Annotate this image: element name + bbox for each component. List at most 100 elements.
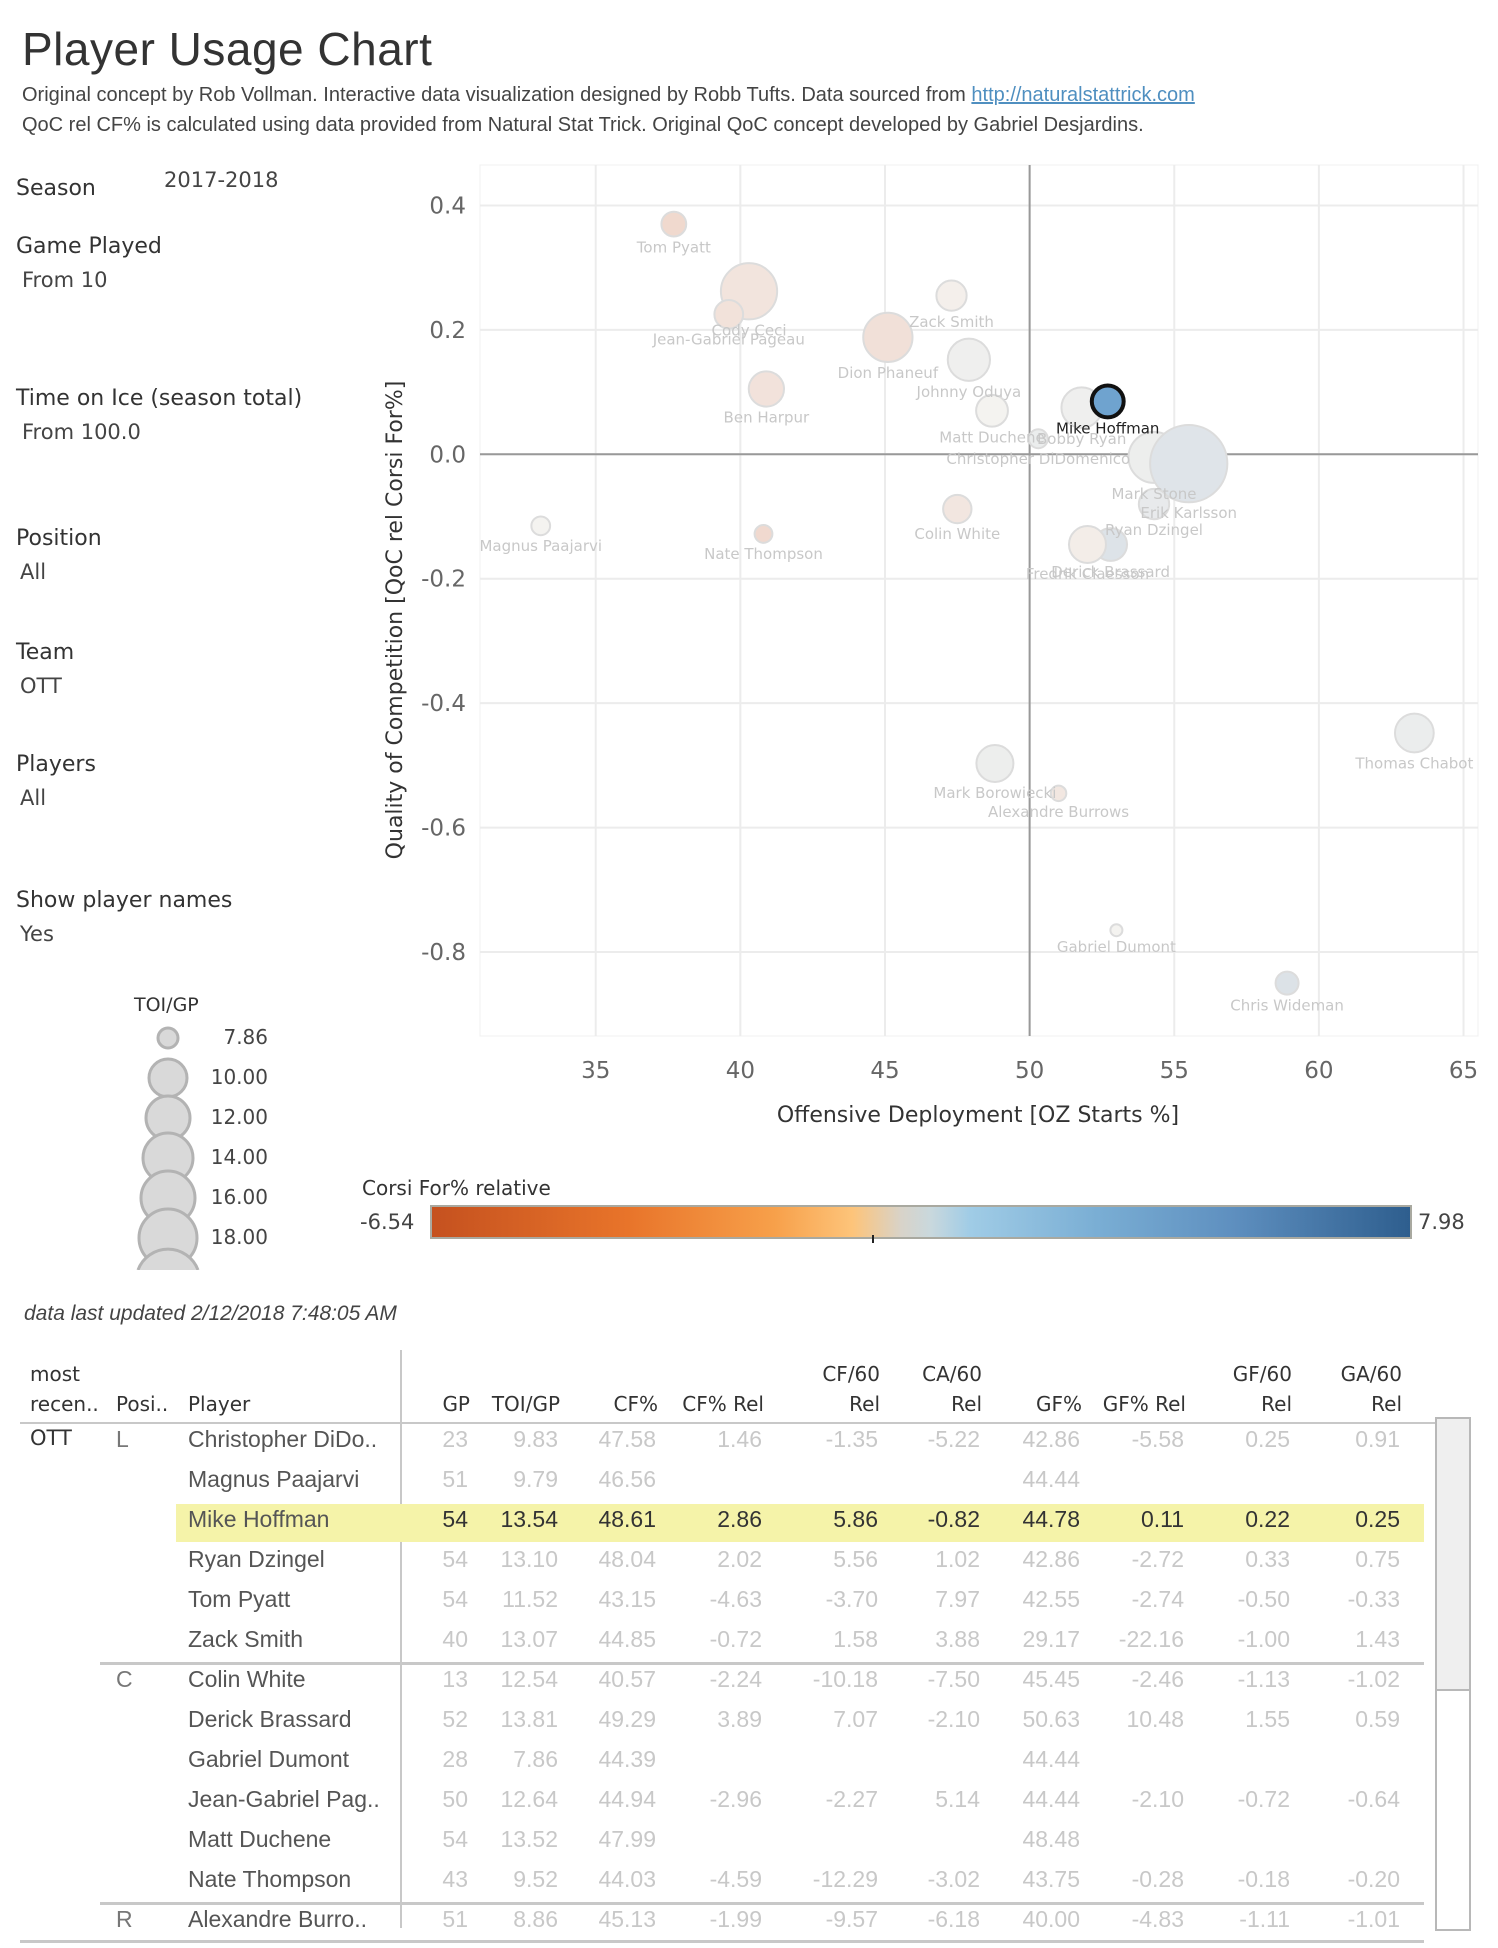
stat-cell: 0.33	[1245, 1546, 1290, 1572]
data-point-ben-harpur[interactable]	[747, 370, 786, 408]
highlighted-row[interactable]	[176, 1504, 1424, 1542]
data-point-nate-thompson[interactable]	[753, 524, 774, 544]
team-filter[interactable]: OTT	[20, 674, 62, 698]
stat-cell: -0.72	[709, 1626, 762, 1652]
col-header-stat[interactable]: GP	[442, 1392, 470, 1416]
data-point-chris-wideman[interactable]	[1274, 970, 1300, 996]
stat-cell: -2.10	[927, 1706, 980, 1732]
players-filter[interactable]: All	[20, 786, 47, 810]
col-header-stat[interactable]: GF%	[1035, 1392, 1082, 1416]
col-header-stat[interactable]: CF/60	[822, 1362, 880, 1386]
player-name-cell[interactable]: Jean-Gabriel Pag..	[188, 1786, 380, 1812]
data-point-erik-karlsson[interactable]	[1149, 424, 1229, 504]
data-point-magnus-paajarvi[interactable]	[530, 515, 552, 537]
stat-cell: 45.45	[1022, 1666, 1080, 1692]
stat-cell: 7.97	[935, 1586, 980, 1612]
size-legend-value: 7.86	[223, 1025, 268, 1049]
stat-cell: -1.35	[825, 1426, 878, 1452]
data-point-johnny-oduya[interactable]	[946, 337, 991, 382]
point-label: Erik Karlsson	[1140, 504, 1237, 522]
x-tick-label: 50	[1015, 1058, 1044, 1084]
col-header-stat[interactable]: GA/60	[1340, 1362, 1402, 1386]
data-point-zack-smith[interactable]	[935, 279, 968, 312]
col-header-stat[interactable]: CF% Rel	[682, 1392, 764, 1416]
point-label: Dion Phaneuf	[838, 364, 939, 382]
games-played-filter[interactable]: From 10	[22, 268, 108, 292]
y-tick-label: -0.6	[421, 816, 466, 842]
col-header-stat[interactable]: Rel	[1261, 1392, 1292, 1416]
color-legend-zero-tick	[872, 1235, 874, 1243]
player-name-cell[interactable]: Magnus Paajarvi	[188, 1466, 360, 1492]
col-header-stat[interactable]: GF/60	[1232, 1362, 1292, 1386]
point-label: Zack Smith	[909, 313, 994, 331]
data-point-mike-hoffman[interactable]	[1089, 383, 1126, 420]
stat-cell: 44.39	[598, 1746, 656, 1772]
player-name-cell[interactable]: Derick Brassard	[188, 1706, 352, 1732]
point-label: Christopher DiDomenico	[946, 450, 1130, 468]
stat-cell: 46.56	[598, 1466, 656, 1492]
stat-cell: 11.52	[502, 1586, 558, 1612]
player-name-cell[interactable]: Mike Hoffman	[188, 1506, 330, 1532]
data-point-christopher-didomenico[interactable]	[1027, 428, 1049, 450]
stat-cell: -1.11	[1239, 1906, 1290, 1932]
data-point-colin-white[interactable]	[942, 493, 973, 525]
col-header-team[interactable]: most	[30, 1362, 80, 1386]
stat-cell: 44.94	[598, 1786, 656, 1812]
data-updated-timestamp: data last updated 2/12/2018 7:48:05 AM	[24, 1302, 397, 1325]
season-select[interactable]: 2017-2018	[164, 168, 279, 192]
player-name-cell[interactable]: Colin White	[188, 1666, 306, 1692]
size-legend-value: 12.00	[210, 1105, 268, 1129]
player-name-cell[interactable]: Tom Pyatt	[188, 1586, 291, 1612]
player-name-cell[interactable]: Ryan Dzingel	[188, 1546, 325, 1572]
col-header-stat[interactable]: Rel	[951, 1392, 982, 1416]
stat-cell: 2.02	[717, 1546, 762, 1572]
data-point-ryan-dzingel[interactable]	[1137, 487, 1171, 521]
player-name-cell[interactable]: Christopher DiDo..	[188, 1426, 378, 1452]
table-scrollbar-thumb[interactable]	[1437, 1419, 1469, 1691]
data-point-alexandre-burrows[interactable]	[1049, 784, 1068, 803]
point-label: Matt Duchene	[939, 429, 1044, 447]
player-name-cell[interactable]: Alexandre Burro..	[188, 1906, 367, 1932]
player-name-cell[interactable]: Matt Duchene	[188, 1826, 332, 1852]
stat-cell: 48.04	[598, 1546, 656, 1572]
col-header-position[interactable]: Posi..	[116, 1392, 169, 1416]
data-point-fredrik-claesson[interactable]	[1067, 525, 1107, 565]
stat-cell: 1.46	[717, 1426, 762, 1452]
stat-cell: 9.52	[513, 1866, 558, 1892]
data-point-matt-duchene[interactable]	[975, 393, 1009, 428]
col-header-stat[interactable]: Rel	[1371, 1392, 1402, 1416]
player-name-cell[interactable]: Zack Smith	[188, 1626, 304, 1652]
col-header-stat[interactable]: TOI/GP	[491, 1392, 560, 1416]
stat-cell: 47.99	[598, 1826, 656, 1852]
col-header-team[interactable]: recen..	[30, 1392, 99, 1416]
toi-filter[interactable]: From 100.0	[22, 420, 141, 444]
col-header-stat[interactable]: CF%	[613, 1392, 658, 1416]
col-header-player[interactable]: Player	[188, 1392, 251, 1416]
stat-cell: 44.85	[598, 1626, 656, 1652]
position-filter[interactable]: All	[20, 560, 47, 584]
col-header-stat[interactable]: Rel	[849, 1392, 880, 1416]
stat-cell: 43.15	[598, 1586, 656, 1612]
size-legend-circle-partial	[136, 1247, 200, 1270]
source-link[interactable]: http://naturalstattrick.com	[971, 84, 1195, 106]
data-point-thomas-chabot[interactable]	[1393, 712, 1435, 754]
stat-cell: 54	[442, 1546, 468, 1572]
stat-cell: 42.55	[1022, 1586, 1080, 1612]
col-header-stat[interactable]: GF% Rel	[1102, 1392, 1186, 1416]
data-point-jean-gabriel-pageau[interactable]	[713, 298, 745, 330]
col-header-stat[interactable]: CA/60	[922, 1362, 982, 1386]
stat-cell: -12.29	[812, 1866, 878, 1892]
stat-cell: -1.01	[1347, 1906, 1400, 1932]
position-label: Position	[16, 526, 102, 551]
stat-cell: -0.18	[1237, 1866, 1290, 1892]
show-names-filter[interactable]: Yes	[20, 922, 54, 946]
team-label: Team	[16, 640, 75, 665]
data-point-mark-borowiecki[interactable]	[975, 744, 1015, 783]
data-point-gabriel-dumont[interactable]	[1109, 923, 1124, 938]
player-name-cell[interactable]: Gabriel Dumont	[188, 1746, 350, 1772]
data-point-dion-phaneuf[interactable]	[862, 311, 914, 363]
data-point-tom-pyatt[interactable]	[660, 210, 688, 238]
table-scrollbar[interactable]	[1435, 1417, 1471, 1931]
size-legend-value: 10.00	[210, 1065, 268, 1089]
player-name-cell[interactable]: Nate Thompson	[188, 1866, 352, 1892]
